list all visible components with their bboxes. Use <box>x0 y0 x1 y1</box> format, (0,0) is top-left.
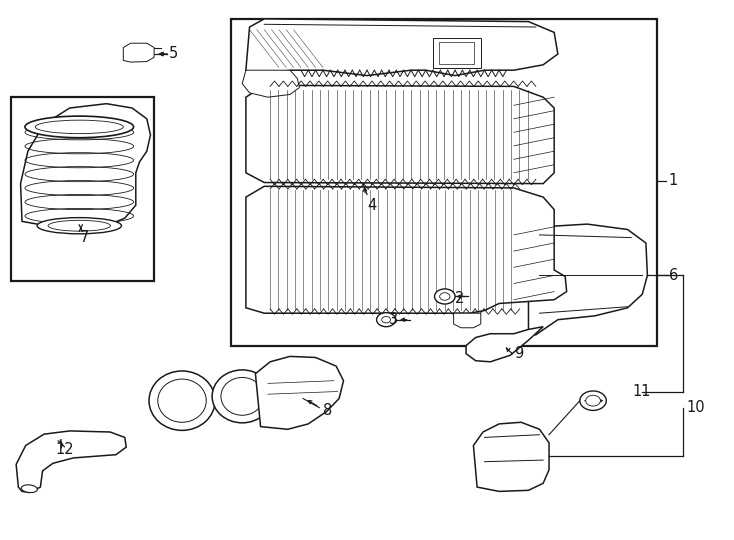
Polygon shape <box>16 431 126 492</box>
Polygon shape <box>246 85 554 184</box>
Ellipse shape <box>158 379 206 422</box>
Polygon shape <box>246 186 567 313</box>
Ellipse shape <box>35 120 123 133</box>
Bar <box>439 42 474 64</box>
Polygon shape <box>466 327 543 362</box>
Text: 12: 12 <box>55 442 73 457</box>
Ellipse shape <box>48 220 111 231</box>
Ellipse shape <box>25 116 134 138</box>
Ellipse shape <box>221 377 264 415</box>
Text: 5: 5 <box>169 46 178 62</box>
Polygon shape <box>246 19 558 76</box>
Circle shape <box>586 395 600 406</box>
Bar <box>433 38 481 68</box>
Text: 2: 2 <box>455 291 465 306</box>
Circle shape <box>377 313 396 327</box>
Circle shape <box>580 391 606 410</box>
Polygon shape <box>21 104 150 227</box>
Ellipse shape <box>149 371 215 430</box>
Text: 4: 4 <box>367 198 377 213</box>
Text: 11: 11 <box>633 384 651 399</box>
Bar <box>231 19 657 346</box>
Polygon shape <box>473 422 549 491</box>
Text: 8: 8 <box>323 403 333 418</box>
Polygon shape <box>454 313 481 328</box>
Circle shape <box>440 293 450 300</box>
Text: 10: 10 <box>686 400 705 415</box>
Polygon shape <box>123 43 154 62</box>
Text: 6: 6 <box>669 268 679 283</box>
Circle shape <box>435 289 455 304</box>
Polygon shape <box>528 224 647 335</box>
Ellipse shape <box>212 370 272 423</box>
Text: 9: 9 <box>514 346 523 361</box>
Ellipse shape <box>21 485 37 492</box>
Text: 7: 7 <box>79 230 89 245</box>
Bar <box>11 97 154 281</box>
Ellipse shape <box>37 218 122 234</box>
Text: 3: 3 <box>389 312 398 327</box>
Polygon shape <box>255 356 344 429</box>
Polygon shape <box>242 70 299 97</box>
Text: 1: 1 <box>668 173 677 188</box>
Circle shape <box>382 316 390 323</box>
